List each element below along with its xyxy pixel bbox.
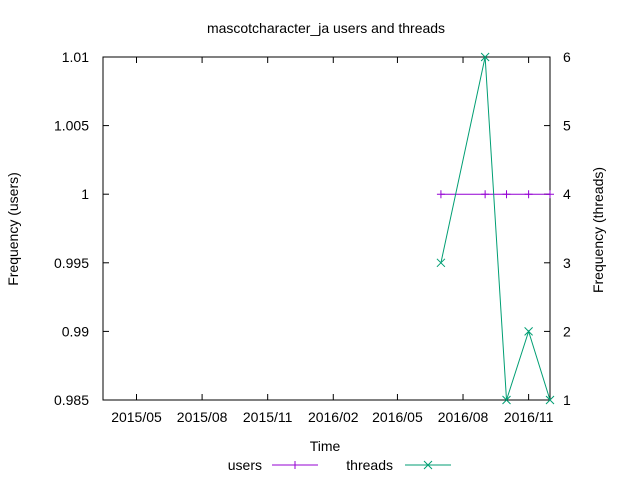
x-tick-label: 2016/05 xyxy=(372,409,423,425)
y-right-tick-label: 5 xyxy=(563,118,571,134)
legend-label-users: users xyxy=(228,457,262,473)
series-threads-line xyxy=(440,56,551,401)
x-tick-label: 2015/05 xyxy=(111,409,162,425)
data-point-users xyxy=(524,190,533,199)
x-axis-label: Time xyxy=(310,438,341,454)
series-layer xyxy=(436,52,555,405)
series-threads xyxy=(436,52,555,405)
y-right-tick-label: 1 xyxy=(563,392,571,408)
y-left-tick-label: 0.995 xyxy=(54,255,89,271)
chart-title: mascotcharacter_ja users and threads xyxy=(207,20,445,36)
data-point-threads xyxy=(480,52,490,62)
y-left-tick-label: 1.01 xyxy=(62,49,89,65)
legend-marker-threads xyxy=(423,460,433,470)
legend: users threads xyxy=(228,457,451,473)
y-axis-right: 1 2 3 4 5 6 xyxy=(544,49,571,408)
y-axis-right-label: Frequency (threads) xyxy=(590,167,606,293)
data-point-users xyxy=(436,190,445,199)
plot-area-border xyxy=(102,56,551,401)
x-tick-label: 2016/11 xyxy=(504,409,554,425)
y-left-tick-label: 1 xyxy=(81,186,89,202)
y-right-tick-label: 2 xyxy=(563,323,571,339)
y-right-tick-label: 4 xyxy=(563,186,571,202)
y-axis-left: 0.985 0.99 0.995 1 1.005 1.01 xyxy=(54,49,109,408)
series-users xyxy=(436,190,554,199)
y-left-tick-label: 0.985 xyxy=(54,392,89,408)
x-tick-label: 2015/08 xyxy=(177,409,228,425)
data-point-threads xyxy=(545,395,555,405)
y-right-tick-label: 6 xyxy=(563,49,571,65)
data-point-users xyxy=(546,190,554,199)
data-point-users xyxy=(502,190,511,199)
y-axis-left-label: Frequency (users) xyxy=(5,172,21,286)
data-point-threads xyxy=(524,327,533,336)
data-point-threads xyxy=(502,395,511,405)
x-tick-label: 2016/02 xyxy=(308,409,359,425)
x-axis: 2015/05 2015/08 2015/11 2016/02 2016/05 2016/… xyxy=(111,57,554,425)
data-point-threads xyxy=(436,258,446,268)
legend-marker-users xyxy=(291,461,299,469)
x-tick-label: 2015/11 xyxy=(243,409,293,425)
x-tick-label: 2016/08 xyxy=(438,409,489,425)
y-left-tick-label: 1.005 xyxy=(54,118,89,134)
y-right-tick-label: 3 xyxy=(563,255,571,271)
y-left-tick-label: 0.99 xyxy=(62,323,89,339)
legend-label-threads: threads xyxy=(346,457,393,473)
data-point-users xyxy=(481,190,490,199)
